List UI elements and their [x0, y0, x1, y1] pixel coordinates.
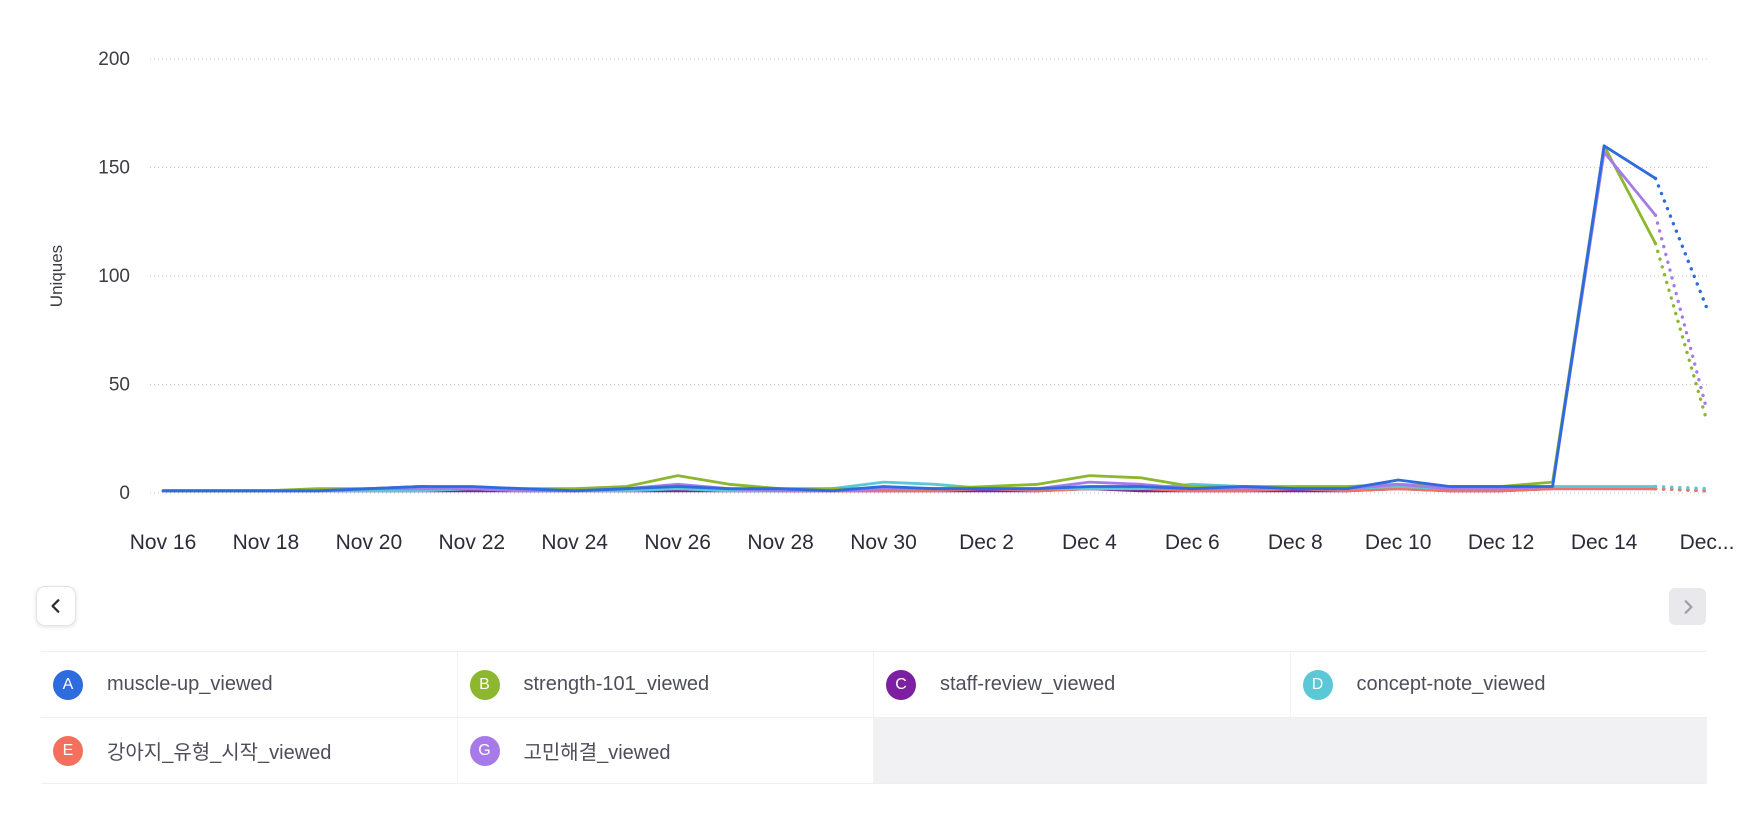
series-line-concept-note_viewed[interactable] — [161, 480, 1657, 493]
x-tick-label: Dec 14 — [1571, 531, 1638, 554]
series-line-strength-101_viewed[interactable] — [161, 144, 1657, 493]
legend-item-고민해결_viewed[interactable]: G 고민해결_viewed — [457, 718, 874, 784]
series-dashed-tail-강아지_유형_시작_viewed — [1653, 487, 1709, 493]
legend-empty-cell — [874, 718, 1291, 784]
x-tick-label: Nov 16 — [130, 531, 197, 554]
chart-svg: 0 50 100 150 200 Nov 16 Nov 18 Nov 20 Nov 22 Nov … — [98, 49, 1735, 554]
x-tick-label: Nov 30 — [850, 531, 917, 554]
y-tick-label: 100 — [98, 266, 130, 287]
legend-item-label: concept-note_viewed — [1356, 673, 1546, 695]
series-dashed-tail-strength-101_viewed — [1653, 241, 1709, 424]
legend-prev-button[interactable] — [36, 586, 76, 626]
series-line-고민해결_viewed[interactable] — [161, 150, 1657, 493]
x-tick-label: Nov 20 — [336, 531, 403, 554]
legend-item-label: muscle-up_viewed — [107, 673, 273, 695]
x-tick-label: Nov 26 — [644, 531, 711, 554]
legend-item-label: 강아지_유형_시작_viewed — [107, 742, 332, 764]
legend-next-button[interactable] — [1669, 588, 1706, 625]
chevron-left-icon — [48, 598, 64, 614]
series-badge: B — [469, 669, 500, 700]
legend-empty-cell — [1290, 718, 1707, 784]
chevron-right-icon — [1680, 599, 1696, 615]
series-badge: C — [886, 669, 916, 700]
series-badge: G — [469, 735, 500, 766]
x-tick-label: Dec 12 — [1468, 531, 1535, 554]
x-tick-label: Dec... — [1680, 531, 1735, 554]
y-tick-label: 50 — [109, 375, 130, 396]
series-dashed-tail-고민해결_viewed — [1653, 213, 1709, 413]
x-tick-label: Nov 22 — [439, 531, 506, 554]
series-badge: E — [53, 735, 83, 766]
x-tick-label: Nov 18 — [233, 531, 300, 554]
legend-item-label: strength-101_viewed — [523, 673, 710, 695]
series-badge: D — [1302, 669, 1333, 700]
x-tick-label: Dec 6 — [1165, 531, 1220, 554]
series-dashed-tail-muscle-up_viewed — [1653, 176, 1709, 311]
y-tick-label: 150 — [98, 158, 130, 179]
x-tick-label: Nov 28 — [747, 531, 814, 554]
y-tick-label: 0 — [119, 483, 130, 504]
series-badge: A — [53, 669, 83, 700]
x-tick-label: Dec 2 — [959, 531, 1014, 554]
y-axis-title: Uniques — [47, 244, 66, 308]
legend-item-label: 고민해결_viewed — [523, 742, 671, 764]
x-tick-label: Dec 10 — [1365, 531, 1432, 554]
legend-item-강아지_유형_시작_viewed[interactable]: E 강아지_유형_시작_viewed — [41, 718, 458, 784]
y-tick-label: 200 — [98, 49, 130, 70]
x-tick-label: Dec 8 — [1268, 531, 1323, 554]
legend-item-label: staff-review_viewed — [940, 673, 1116, 695]
x-tick-label: Dec 4 — [1062, 531, 1117, 554]
line-chart: Uniques 0 50 100 150 200 Nov 16 Nov 18 Nov 20 No… — [47, 49, 1735, 554]
series-dashed-tail-concept-note_viewed — [1653, 484, 1709, 491]
series-line-muscle-up_viewed[interactable] — [161, 144, 1657, 493]
x-tick-label: Nov 24 — [541, 531, 608, 554]
